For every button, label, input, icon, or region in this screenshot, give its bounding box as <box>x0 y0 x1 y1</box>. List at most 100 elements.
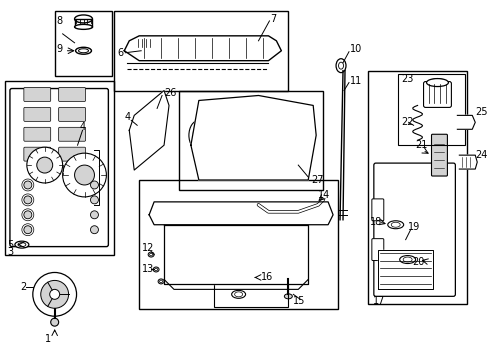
Ellipse shape <box>153 267 159 272</box>
Bar <box>139 180 337 309</box>
Ellipse shape <box>399 256 415 264</box>
Text: 19: 19 <box>407 222 419 232</box>
FancyBboxPatch shape <box>24 107 51 121</box>
Circle shape <box>90 181 98 189</box>
Ellipse shape <box>188 120 208 150</box>
FancyBboxPatch shape <box>59 147 85 161</box>
Circle shape <box>27 147 62 183</box>
FancyBboxPatch shape <box>430 134 447 176</box>
Circle shape <box>136 125 146 135</box>
Circle shape <box>41 280 68 308</box>
FancyBboxPatch shape <box>10 89 108 247</box>
Ellipse shape <box>158 279 163 284</box>
Circle shape <box>24 196 32 204</box>
Text: 6: 6 <box>117 48 123 58</box>
Text: 14: 14 <box>318 190 330 200</box>
Text: 15: 15 <box>293 296 305 306</box>
Text: 27: 27 <box>310 175 323 185</box>
Bar <box>179 90 323 190</box>
Ellipse shape <box>390 222 399 227</box>
Circle shape <box>37 157 53 173</box>
Circle shape <box>62 153 106 197</box>
Text: 10: 10 <box>349 44 362 54</box>
Polygon shape <box>163 225 307 284</box>
Text: 23: 23 <box>401 73 413 84</box>
FancyBboxPatch shape <box>423 82 450 107</box>
Ellipse shape <box>15 241 29 248</box>
Circle shape <box>90 226 98 234</box>
Ellipse shape <box>137 38 151 48</box>
Bar <box>74 19 92 27</box>
FancyBboxPatch shape <box>279 129 297 156</box>
Text: 24: 24 <box>474 150 487 160</box>
Ellipse shape <box>195 45 203 50</box>
Ellipse shape <box>74 15 92 23</box>
Bar <box>367 71 467 304</box>
FancyBboxPatch shape <box>59 127 85 141</box>
Ellipse shape <box>284 294 292 299</box>
Ellipse shape <box>402 257 411 262</box>
Bar <box>213 257 288 307</box>
FancyBboxPatch shape <box>371 199 383 221</box>
Bar <box>397 73 465 145</box>
Text: 13: 13 <box>142 265 154 274</box>
Ellipse shape <box>154 268 157 271</box>
Circle shape <box>50 289 60 299</box>
FancyBboxPatch shape <box>373 163 454 296</box>
Text: 3: 3 <box>7 247 13 257</box>
Text: 21: 21 <box>415 140 427 150</box>
Circle shape <box>154 135 163 145</box>
Circle shape <box>74 165 94 185</box>
Text: 25: 25 <box>474 107 487 117</box>
FancyBboxPatch shape <box>229 129 247 156</box>
Circle shape <box>90 211 98 219</box>
Ellipse shape <box>234 275 242 280</box>
Polygon shape <box>129 90 169 170</box>
Ellipse shape <box>79 49 88 53</box>
Ellipse shape <box>426 78 447 86</box>
Bar <box>5 81 114 255</box>
Circle shape <box>90 196 98 204</box>
Ellipse shape <box>234 292 242 297</box>
Text: 2: 2 <box>20 282 26 292</box>
Ellipse shape <box>426 78 447 93</box>
Circle shape <box>33 273 77 316</box>
Text: 1: 1 <box>44 334 51 344</box>
Text: 4: 4 <box>124 112 130 122</box>
Text: 8: 8 <box>57 16 62 26</box>
Ellipse shape <box>74 24 92 30</box>
Text: 16: 16 <box>260 273 272 283</box>
Polygon shape <box>190 95 316 180</box>
Circle shape <box>24 181 32 189</box>
Ellipse shape <box>338 62 343 69</box>
FancyBboxPatch shape <box>204 129 222 156</box>
Bar <box>114 11 288 90</box>
Ellipse shape <box>335 59 346 73</box>
Ellipse shape <box>18 243 26 247</box>
Text: 4: 4 <box>80 122 85 132</box>
FancyBboxPatch shape <box>24 87 51 102</box>
Text: 12: 12 <box>142 243 154 253</box>
Circle shape <box>51 318 59 326</box>
Ellipse shape <box>165 45 173 50</box>
Ellipse shape <box>229 45 237 50</box>
Text: 20: 20 <box>412 257 424 266</box>
Ellipse shape <box>387 221 403 229</box>
Circle shape <box>24 226 32 234</box>
Ellipse shape <box>231 274 245 282</box>
Ellipse shape <box>192 126 204 144</box>
Polygon shape <box>124 36 281 61</box>
FancyBboxPatch shape <box>59 107 85 121</box>
Polygon shape <box>377 249 431 289</box>
Text: 18: 18 <box>369 217 381 227</box>
Text: 26: 26 <box>163 87 176 98</box>
Ellipse shape <box>76 47 91 54</box>
Text: 7: 7 <box>270 14 276 24</box>
Circle shape <box>24 211 32 219</box>
Polygon shape <box>456 115 474 129</box>
Ellipse shape <box>231 291 245 298</box>
Text: 11: 11 <box>349 76 362 86</box>
Ellipse shape <box>159 280 162 283</box>
Ellipse shape <box>148 252 154 257</box>
FancyBboxPatch shape <box>24 127 51 141</box>
